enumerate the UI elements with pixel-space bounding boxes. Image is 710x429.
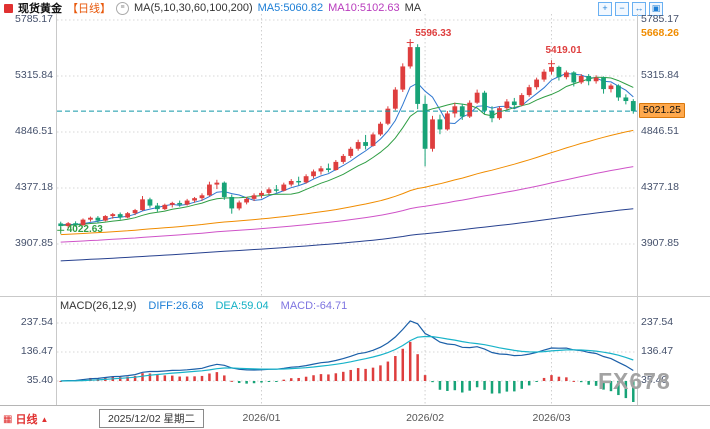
ma-overflow-label: MA xyxy=(404,2,422,14)
plot-left-border xyxy=(56,14,57,405)
price-tick: 4377.18 xyxy=(15,181,53,193)
macd-tick: 35.40 xyxy=(641,374,668,386)
price-tick: 3907.85 xyxy=(15,237,53,249)
macd-tick: 237.54 xyxy=(641,316,674,328)
price-highlight-label: 5668.26 xyxy=(641,26,679,39)
chart-toolbar: + − ↔ ▣ xyxy=(598,2,663,16)
price-tick: 5315.84 xyxy=(15,69,53,81)
plot-right-border xyxy=(637,14,638,405)
grid-icon: ▦ xyxy=(3,413,13,425)
macd-tick: 35.40 xyxy=(26,374,53,386)
macd-tick: 237.54 xyxy=(20,316,53,328)
period-selector[interactable]: ▦ 日线 ▲ xyxy=(3,411,48,427)
ma5-value: MA5:5060.82 xyxy=(257,2,324,14)
price-tick: 5785.17 xyxy=(15,13,53,25)
high-annotation: 5596.33 xyxy=(415,27,452,39)
ma-group-label: MA(5,10,30,60,100,200) xyxy=(134,2,253,14)
instrument-name: 现货黄金 xyxy=(18,3,62,15)
macd-name-label: MACD(26,12,9) xyxy=(60,300,137,312)
ma10-value: MA10:5102.63 xyxy=(328,2,400,14)
bottom-bar: ▦ 日线 ▲ 2025/12/02 星期二 xyxy=(0,405,710,429)
month-label: 2026/03 xyxy=(532,412,571,424)
macd-tick: 136.47 xyxy=(641,345,674,357)
last-price-tag: 5021.25 xyxy=(639,103,685,119)
price-tick: 4377.18 xyxy=(641,181,679,193)
macd-dea-value: DEA:59.04 xyxy=(215,300,269,312)
period-label[interactable]: 【日线】 xyxy=(67,3,111,15)
chart-header: 现货黄金 【日线】 ≡ MA(5,10,30,60,100,200) MA5:5… xyxy=(4,1,421,15)
month-label: 2026/02 xyxy=(406,412,445,424)
pan-icon[interactable]: ↔ xyxy=(632,2,646,16)
zoom-in-icon[interactable]: + xyxy=(598,2,612,16)
price-tick: 4846.51 xyxy=(641,125,679,137)
zoom-out-icon[interactable]: − xyxy=(615,2,629,16)
candlestick-chart[interactable] xyxy=(57,14,637,296)
macd-header: MACD(26,12,9) DIFF:26.68 DEA:59.04 MACD:… xyxy=(60,300,347,312)
pane-divider xyxy=(0,296,710,297)
month-label: 2026/01 xyxy=(242,412,281,424)
indicator-settings-icon[interactable]: ≡ xyxy=(116,1,129,15)
price-tick: 3907.85 xyxy=(641,237,679,249)
price-tick: 4846.51 xyxy=(15,125,53,137)
price-tick: 5315.84 xyxy=(641,69,679,81)
macd-diff-value: DIFF:26.68 xyxy=(148,300,204,312)
instrument-icon xyxy=(4,3,13,13)
high2-annotation: 5419.01 xyxy=(545,44,582,56)
fullscreen-icon[interactable]: ▣ xyxy=(649,2,663,16)
low-annotation: 4022.63 xyxy=(66,224,103,236)
macd-bar-value: MACD:-64.71 xyxy=(280,300,348,312)
period-selector-label: 日线 xyxy=(15,414,38,426)
triangle-up-icon: ▲ xyxy=(40,414,49,424)
macd-tick: 136.47 xyxy=(20,345,53,357)
watermark: FX678 xyxy=(598,368,671,394)
date-box: 2025/12/02 星期二 xyxy=(99,409,204,428)
price-tick: 5785.17 xyxy=(641,13,679,25)
macd-chart[interactable] xyxy=(57,318,637,405)
